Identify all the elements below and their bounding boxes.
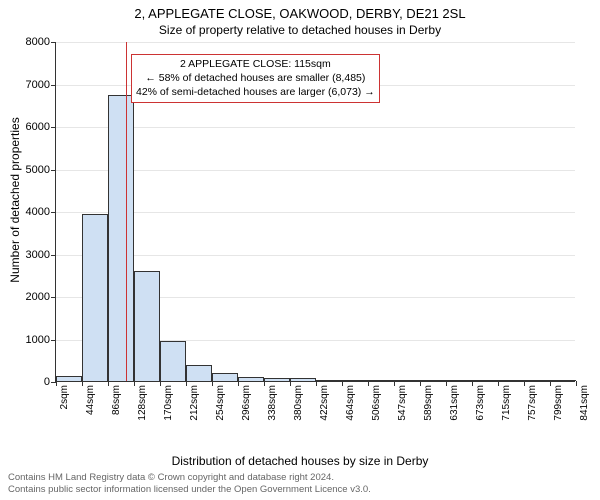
x-tick-mark [472,381,473,386]
x-tick-mark [290,381,291,386]
histogram-bar [446,380,472,381]
x-tick-mark [134,381,135,386]
x-tick-mark [420,381,421,386]
x-tick-mark [238,381,239,386]
x-tick-label: 86sqm [111,385,122,415]
x-tick-mark [82,381,83,386]
y-tick-mark [51,297,56,298]
chart-title-main: 2, APPLEGATE CLOSE, OAKWOOD, DERBY, DE21… [0,0,600,21]
y-tick-label: 3000 [26,249,50,261]
histogram-bar [342,380,368,381]
histogram-bar [134,271,160,382]
marker-line [126,42,127,381]
y-tick-label: 5000 [26,164,50,176]
histogram-bar [420,380,446,381]
y-tick-label: 6000 [26,121,50,133]
histogram-bar [368,380,394,381]
footer-line-2: Contains public sector information licen… [8,484,592,496]
x-tick-label: 254sqm [215,385,226,421]
x-tick-mark [160,381,161,386]
footer-line-1: Contains HM Land Registry data © Crown c… [8,472,592,484]
x-tick-label: 506sqm [371,385,382,421]
x-tick-label: 422sqm [319,385,330,421]
histogram-bar [160,341,186,381]
histogram-bar [238,377,264,381]
x-tick-mark [342,381,343,386]
x-tick-label: 170sqm [163,385,174,421]
histogram-bar [472,380,498,381]
annotation-line: 42% of semi-detached houses are larger (… [136,85,375,99]
chart-title-sub: Size of property relative to detached ho… [0,21,600,37]
histogram-bar [524,380,550,381]
plot-area: 0100020003000400050006000700080002sqm44s… [55,42,575,382]
y-tick-mark [51,212,56,213]
annotation-line: 2 APPLEGATE CLOSE: 115sqm [136,57,375,71]
y-tick-label: 2000 [26,291,50,303]
x-tick-mark [524,381,525,386]
histogram-bar [82,214,108,381]
x-tick-mark [264,381,265,386]
x-tick-label: 589sqm [423,385,434,421]
x-tick-label: 212sqm [189,385,200,421]
annotation-line: ← 58% of detached houses are smaller (8,… [136,71,375,85]
x-tick-label: 380sqm [293,385,304,421]
histogram-bar [264,378,290,381]
x-tick-mark [316,381,317,386]
y-axis-label: Number of detached properties [8,117,22,282]
footer: Contains HM Land Registry data © Crown c… [8,472,592,496]
y-tick-label: 1000 [26,334,50,346]
x-tick-label: 547sqm [397,385,408,421]
x-tick-mark [446,381,447,386]
x-tick-label: 841sqm [579,385,590,421]
y-tick-mark [51,340,56,341]
histogram-bar [212,373,238,381]
x-tick-mark [550,381,551,386]
x-tick-mark [368,381,369,386]
x-tick-mark [394,381,395,386]
x-tick-label: 296sqm [241,385,252,421]
histogram-bar [550,380,576,381]
histogram-bar [186,365,212,381]
histogram-bar [316,380,342,381]
x-tick-label: 2sqm [59,385,70,409]
y-tick-mark [51,170,56,171]
x-tick-label: 799sqm [553,385,564,421]
x-tick-label: 757sqm [527,385,538,421]
x-tick-mark [212,381,213,386]
x-tick-label: 44sqm [85,385,96,415]
y-tick-mark [51,42,56,43]
x-tick-mark [56,381,57,386]
x-axis-label: Distribution of detached houses by size … [0,454,600,468]
annotation-box: 2 APPLEGATE CLOSE: 115sqm← 58% of detach… [131,54,380,103]
x-tick-label: 128sqm [137,385,148,421]
chart-container: 0100020003000400050006000700080002sqm44s… [55,42,575,412]
y-tick-label: 4000 [26,206,50,218]
x-tick-label: 338sqm [267,385,278,421]
histogram-bar [56,376,82,381]
histogram-bar [394,380,420,381]
x-tick-label: 464sqm [345,385,356,421]
y-tick-mark [51,127,56,128]
grid-line [56,42,575,43]
y-tick-mark [51,255,56,256]
y-tick-label: 7000 [26,79,50,91]
histogram-bar [498,380,524,381]
y-tick-label: 8000 [26,36,50,48]
y-tick-mark [51,85,56,86]
x-tick-label: 673sqm [475,385,486,421]
x-tick-label: 631sqm [449,385,460,421]
x-tick-label: 715sqm [501,385,512,421]
x-tick-mark [576,381,577,386]
x-tick-mark [186,381,187,386]
histogram-bar [290,378,316,381]
histogram-bar [108,95,134,381]
y-tick-label: 0 [44,376,50,388]
x-tick-mark [108,381,109,386]
x-tick-mark [498,381,499,386]
